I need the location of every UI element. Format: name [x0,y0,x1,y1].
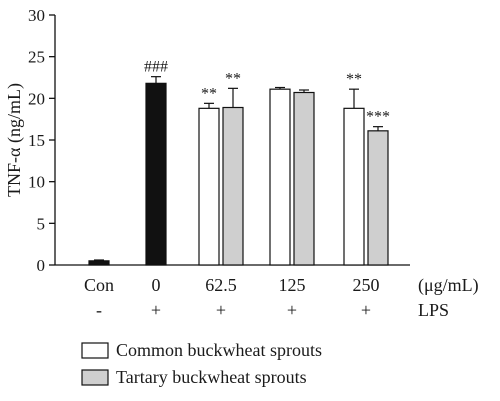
legend-swatch [81,369,109,386]
legend-entry: Tartary buckwheat sprouts [116,367,307,387]
bar [145,82,167,266]
lps-indicator: + [361,300,371,320]
y-tick-label: 15 [28,131,45,150]
significance-label: ** [201,85,217,102]
x-category-label: 250 [353,275,380,295]
lps-indicator: + [216,300,226,320]
significance-label: ** [225,70,241,87]
bars [88,76,389,266]
lps-indicator: + [151,300,161,320]
bar [367,130,389,266]
labels: ###**** *****Con-0+62.5+125+250+(μg/mL)LP… [84,59,479,320]
x-category-label: 0 [152,275,161,295]
significance-label: ### [144,59,168,76]
y-tick-label: 5 [37,214,46,233]
y-tick-label: 20 [28,89,45,108]
axes: 0 5 10 15 20 25 30 TNF-α (ng/mL) [4,6,410,275]
y-tick-label: 10 [28,173,45,192]
lps-label: LPS [418,300,449,320]
y-tick-label: 25 [28,48,45,67]
bar [343,107,365,266]
significance-label: *** [366,109,390,126]
y-tick-label: 30 [28,6,45,25]
significance-label: ** [346,71,362,88]
lps-indicator: + [287,300,297,320]
bar [222,106,244,266]
x-unit-label: (μg/mL) [418,275,479,296]
lps-indicator: - [96,300,102,320]
legend-swatch [81,342,109,359]
x-category-label: 62.5 [205,275,237,295]
y-axis-label: TNF-α (ng/mL) [4,83,25,197]
y-tick-label: 0 [37,256,46,275]
bar [293,91,315,266]
legend-entry: Common buckwheat sprouts [116,340,322,360]
x-category-label: Con [84,275,114,295]
bar [88,260,110,266]
bar [198,107,220,266]
x-category-label: 125 [279,275,306,295]
legend: Common buckwheat sprouts Tartary buckwhea… [81,340,322,387]
bar [269,88,291,266]
